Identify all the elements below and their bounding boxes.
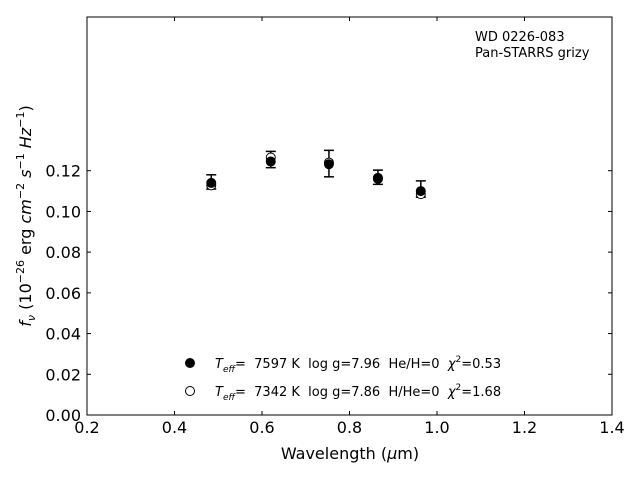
- error-bars: [206, 149, 426, 198]
- point-filled: [323, 159, 334, 170]
- y-tick-label: 0.10: [45, 202, 81, 221]
- x-axis-label: Wavelength (μm): [281, 444, 419, 463]
- x-tick-label: 1.4: [599, 418, 624, 437]
- x-axis: 0.2 0.4 0.6 0.8 1.0 1.2 1.4: [74, 17, 625, 437]
- y-tick-label: 0.02: [45, 365, 81, 384]
- annotation: WD 0226-083 Pan-STARRS grizy: [475, 30, 590, 61]
- data-series: [206, 152, 426, 200]
- y-tick-label: 0.06: [45, 284, 81, 303]
- point-filled: [415, 186, 426, 197]
- x-tick-label: 0.6: [249, 418, 274, 437]
- legend-entry-2: Teff= 7342 K log g=7.86 H/He=0 χ2=1.68: [215, 383, 501, 403]
- y-tick-label: 0.04: [45, 325, 81, 344]
- y-tick-label: 0.12: [45, 162, 81, 181]
- legend-entry-1: Teff= 7597 K log g=7.96 He/H=0 χ2=0.53: [215, 355, 501, 375]
- plot-frame: [86, 16, 613, 416]
- point-filled: [206, 177, 217, 188]
- y-axis-label: fν (10−26 erg cm−2 s−1 Hz−1): [14, 105, 38, 326]
- legend-marker-filled: [185, 358, 195, 368]
- x-tick-label: 0.2: [74, 418, 99, 437]
- legend: Teff= 7597 K log g=7.96 He/H=0 χ2=0.53 T…: [185, 355, 501, 403]
- point-filled: [265, 156, 276, 167]
- x-tick-label: 0.4: [162, 418, 187, 437]
- x-tick-label: 0.8: [337, 418, 362, 437]
- x-tick-label: 1.2: [512, 418, 537, 437]
- y-axis: 0.00 0.02 0.04 0.06 0.08 0.10 0.12: [45, 162, 612, 425]
- y-tick-label: 0.00: [45, 406, 81, 425]
- point-filled: [372, 173, 383, 184]
- annotation-line-1: WD 0226-083: [475, 30, 565, 45]
- annotation-line-2: Pan-STARRS grizy: [475, 46, 590, 61]
- y-tick-label: 0.08: [45, 243, 81, 262]
- legend-marker-open: [185, 386, 195, 396]
- x-tick-label: 1.0: [424, 418, 449, 437]
